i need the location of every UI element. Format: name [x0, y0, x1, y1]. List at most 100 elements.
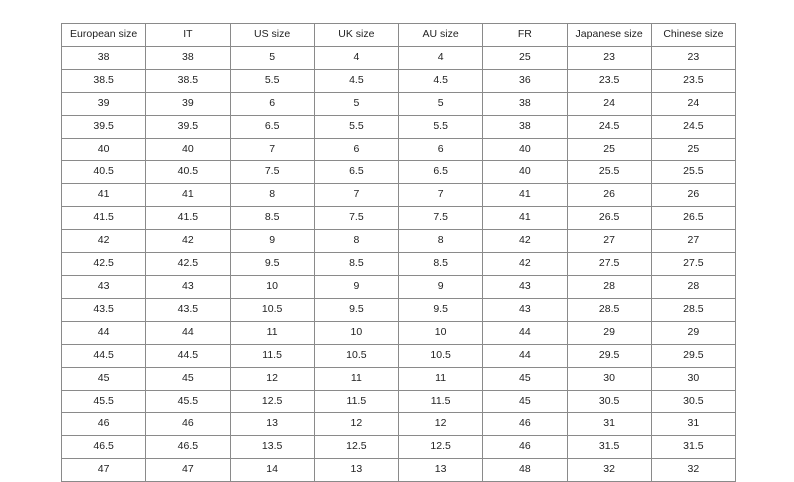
table-cell: 42 [60, 229, 147, 254]
table-cell: 48 [482, 458, 568, 482]
table-cell: 46.5 [60, 435, 147, 460]
table-cell: 40 [60, 137, 147, 162]
table-cell: 46 [145, 412, 231, 437]
table-cell: 14 [229, 458, 315, 482]
table-row: 41.5 41.5 8.5 7.5 7.5 41 26.5 26.5 [60, 206, 737, 231]
table-cell: 27.5 [566, 252, 652, 276]
table-cell: 39 [60, 91, 147, 116]
table-cell: 10 [397, 320, 484, 345]
table-cell: 11.5 [313, 389, 400, 414]
table-cell: 25.5 [566, 160, 652, 185]
table-cell: 47 [145, 458, 231, 482]
table-cell: 45.5 [60, 389, 147, 414]
table-cell: 45 [482, 366, 568, 391]
table-cell: 23.5 [650, 68, 737, 93]
table-cell: 11 [313, 366, 400, 391]
table-cell: 6.5 [229, 114, 315, 139]
table-cell: 9.5 [313, 297, 400, 322]
table-header-row: European size IT US size UK size AU size FR Ja… [60, 23, 737, 47]
table-cell: 26.5 [566, 206, 652, 231]
table-cell: 41 [482, 183, 568, 208]
column-header: European size [60, 23, 147, 47]
table-cell: 44.5 [145, 343, 231, 368]
table-cell: 12 [397, 412, 484, 437]
table-cell: 47 [60, 458, 147, 482]
table-cell: 28.5 [566, 297, 652, 322]
table-cell: 9 [397, 274, 484, 299]
table-row: 42 42 9 8 8 42 27 27 [60, 229, 737, 254]
table-cell: 30.5 [566, 389, 652, 414]
table-cell: 38 [145, 45, 231, 70]
table-cell: 36 [482, 68, 568, 93]
table-cell: 5.5 [313, 114, 400, 139]
table-cell: 38.5 [60, 68, 147, 93]
table-cell: 45 [60, 366, 147, 391]
table-cell: 9 [313, 274, 400, 299]
table-cell: 40 [145, 137, 231, 162]
table-cell: 12.5 [397, 435, 484, 460]
table-cell: 8.5 [229, 206, 315, 231]
table-cell: 25 [566, 137, 652, 162]
table-row: 38 38 5 4 4 25 23 23 [60, 45, 737, 70]
table-cell: 10 [229, 274, 315, 299]
table-cell: 46.5 [145, 435, 231, 460]
table-cell: 27 [566, 229, 652, 254]
table-cell: 11 [229, 320, 315, 345]
table-cell: 6 [397, 137, 484, 162]
table-cell: 43.5 [60, 297, 147, 322]
table-header: European size IT US size UK size AU size FR Ja… [60, 23, 737, 47]
table-cell: 28 [650, 274, 737, 299]
table-cell: 5 [397, 91, 484, 116]
table-row: 45.5 45.5 12.5 11.5 11.5 45 30.5 30.5 [60, 389, 737, 414]
table-cell: 46 [482, 435, 568, 460]
table-cell: 32 [566, 458, 652, 482]
table-cell: 46 [60, 412, 147, 437]
table-cell: 10.5 [313, 343, 400, 368]
table-cell: 39 [145, 91, 231, 116]
table-cell: 4 [397, 45, 484, 70]
column-header: IT [145, 23, 231, 47]
table-cell: 28 [566, 274, 652, 299]
table-cell: 12 [229, 366, 315, 391]
table-cell: 6.5 [313, 160, 400, 185]
table-row: 39 39 6 5 5 38 24 24 [60, 91, 737, 116]
table-cell: 38.5 [145, 68, 231, 93]
table-cell: 43 [482, 274, 568, 299]
table-cell: 24 [650, 91, 737, 116]
table-cell: 41.5 [60, 206, 147, 231]
table-cell: 8.5 [313, 252, 400, 276]
table-cell: 13 [313, 458, 400, 482]
table-cell: 42 [145, 229, 231, 254]
table-body: 38 38 5 4 4 25 23 23 38.5 38.5 5.5 4.5 4.5 36 23.5 23.5… [60, 45, 737, 482]
table-cell: 24.5 [650, 114, 737, 139]
table-cell: 30 [566, 366, 652, 391]
table-cell: 4 [313, 45, 400, 70]
table-row: 46 46 13 12 12 46 31 31 [60, 412, 737, 437]
table-cell: 29 [650, 320, 737, 345]
page-root: European size IT US size UK size AU size FR Ja… [60, 23, 737, 482]
table-cell: 45 [145, 366, 231, 391]
table-cell: 23 [566, 45, 652, 70]
table-cell: 11.5 [229, 343, 315, 368]
table-cell: 5.5 [229, 68, 315, 93]
table-cell: 7.5 [229, 160, 315, 185]
table-cell: 39.5 [145, 114, 231, 139]
table-cell: 8.5 [397, 252, 484, 276]
table-cell: 40 [482, 160, 568, 185]
table-cell: 29 [566, 320, 652, 345]
table-cell: 27 [650, 229, 737, 254]
table-cell: 25.5 [650, 160, 737, 185]
table-row: 43 43 10 9 9 43 28 28 [60, 274, 737, 299]
table-cell: 29.5 [566, 343, 652, 368]
table-cell: 31.5 [566, 435, 652, 460]
table-cell: 23.5 [566, 68, 652, 93]
table-cell: 40.5 [60, 160, 147, 185]
table-cell: 41 [482, 206, 568, 231]
table-cell: 38 [482, 91, 568, 116]
table-cell: 6.5 [397, 160, 484, 185]
table-cell: 24.5 [566, 114, 652, 139]
table-row: 46.5 46.5 13.5 12.5 12.5 46 31.5 31.5 [60, 435, 737, 460]
table-cell: 31 [650, 412, 737, 437]
table-row: 44 44 11 10 10 44 29 29 [60, 320, 737, 345]
table-cell: 13.5 [229, 435, 315, 460]
